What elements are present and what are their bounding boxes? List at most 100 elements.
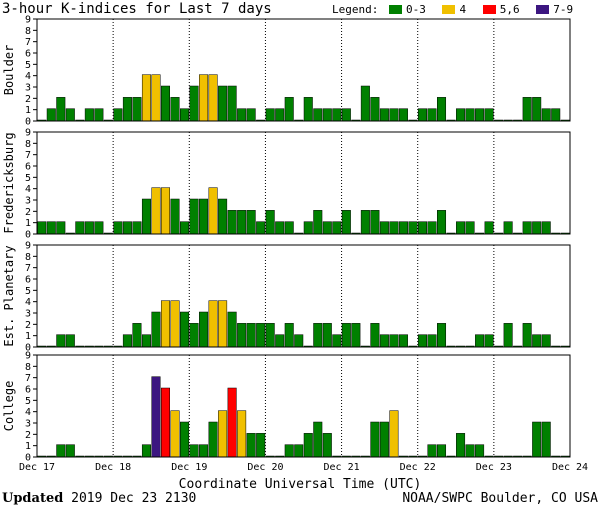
- k-index-bar: [170, 300, 180, 348]
- y-tick-label: 2: [25, 207, 31, 218]
- k-index-bar: [189, 85, 199, 122]
- k-index-bar: [456, 108, 466, 122]
- legend-swatch-yellow: [442, 5, 456, 14]
- x-tick-label: Dec 18: [95, 462, 131, 473]
- y-tick-label: 6: [25, 49, 31, 60]
- k-index-bar: [370, 323, 380, 348]
- k-index-bar: [227, 210, 237, 235]
- k-index-bar: [56, 221, 66, 235]
- k-index-bar: [294, 444, 304, 458]
- k-index-bar: [256, 323, 266, 348]
- k-index-bar: [170, 97, 180, 122]
- y-tick-label: 0: [25, 343, 31, 354]
- k-index-bar: [160, 387, 170, 458]
- k-index-bar: [227, 311, 237, 348]
- k-index-bar: [141, 74, 151, 122]
- k-index-bar: [322, 108, 332, 122]
- k-index-bar: [332, 334, 342, 348]
- y-tick-label: 4: [25, 407, 31, 418]
- y-tick-label: 8: [25, 252, 31, 263]
- k-index-bar: [541, 421, 551, 458]
- k-index-bar: [360, 210, 370, 235]
- y-tick-label: 1: [25, 331, 31, 342]
- k-index-bar: [465, 221, 475, 235]
- k-index-bar: [94, 221, 104, 235]
- panel-ylabel: Est. Planetary: [2, 245, 16, 346]
- k-index-bar: [265, 108, 275, 122]
- k-index-bar: [503, 323, 513, 348]
- k-index-bar: [246, 433, 256, 458]
- k-index-bar: [398, 334, 408, 348]
- k-index-bar: [351, 323, 361, 348]
- k-index-bar: [303, 97, 313, 122]
- k-index-bar: [170, 410, 180, 458]
- k-index-bar: [341, 323, 351, 348]
- k-index-bar: [141, 198, 151, 235]
- k-index-bar: [437, 210, 447, 235]
- k-index-bar: [427, 108, 437, 122]
- k-index-bar: [379, 221, 389, 235]
- y-tick-label: 4: [25, 297, 31, 308]
- k-index-bar: [417, 221, 427, 235]
- k-index-bar: [46, 221, 56, 235]
- k-index-bar: [246, 323, 256, 348]
- y-tick-label: 4: [25, 71, 31, 82]
- k-index-bar: [151, 74, 161, 122]
- k-index-bar: [199, 444, 209, 458]
- k-index-bar: [427, 334, 437, 348]
- k-index-bar: [284, 221, 294, 235]
- panel-ylabel: College: [2, 381, 16, 432]
- k-index-bar: [370, 210, 380, 235]
- k-index-bar: [389, 410, 399, 458]
- k-index-bar: [237, 108, 247, 122]
- k-index-bar: [151, 187, 161, 235]
- k-index-bar: [294, 334, 304, 348]
- k-index-bar: [408, 221, 418, 235]
- y-tick-label: 5: [25, 60, 31, 71]
- k-index-bar: [237, 410, 247, 458]
- k-index-bar: [417, 108, 427, 122]
- y-tick-label: 1: [25, 441, 31, 452]
- k-index-bar: [256, 221, 266, 235]
- y-tick-label: 0: [25, 117, 31, 128]
- k-index-bar: [465, 108, 475, 122]
- k-index-bar: [417, 334, 427, 348]
- legend-item-label: 7-9: [553, 3, 574, 16]
- y-tick-label: 9: [25, 15, 31, 26]
- k-index-bar: [389, 334, 399, 348]
- k-index-bar: [532, 421, 542, 458]
- k-index-bar: [437, 323, 447, 348]
- updated-label: Updated: [2, 491, 64, 506]
- legend: Legend: 0-3 4 5,6 7-9: [332, 3, 579, 16]
- k-index-bar: [532, 221, 542, 235]
- k-index-bar: [65, 334, 75, 348]
- k-index-bar: [141, 334, 151, 348]
- k-index-bar: [332, 108, 342, 122]
- k-index-bar: [484, 108, 494, 122]
- k-index-bar: [37, 221, 47, 235]
- k-index-bar: [532, 97, 542, 122]
- y-tick-label: 0: [25, 453, 31, 464]
- k-index-bar: [541, 334, 551, 348]
- k-index-bar: [275, 334, 285, 348]
- y-tick-label: 6: [25, 162, 31, 173]
- y-tick-label: 8: [25, 26, 31, 37]
- k-index-bar: [484, 334, 494, 348]
- y-tick-label: 7: [25, 150, 31, 161]
- k-index-bar: [75, 221, 85, 235]
- k-index-bar: [180, 221, 190, 235]
- k-index-bar: [379, 334, 389, 348]
- k-index-bar: [465, 444, 475, 458]
- k-index-bar: [256, 433, 266, 458]
- k-index-bar: [122, 221, 132, 235]
- y-tick-label: 6: [25, 275, 31, 286]
- x-tick-label: Dec 17: [19, 462, 55, 473]
- y-tick-label: 2: [25, 430, 31, 441]
- k-index-bar: [160, 300, 170, 348]
- k-index-bar: [84, 108, 94, 122]
- k-index-bar: [218, 410, 228, 458]
- k-index-bar: [56, 444, 66, 458]
- k-index-bar: [456, 221, 466, 235]
- k-index-bar: [227, 85, 237, 122]
- y-tick-label: 2: [25, 94, 31, 105]
